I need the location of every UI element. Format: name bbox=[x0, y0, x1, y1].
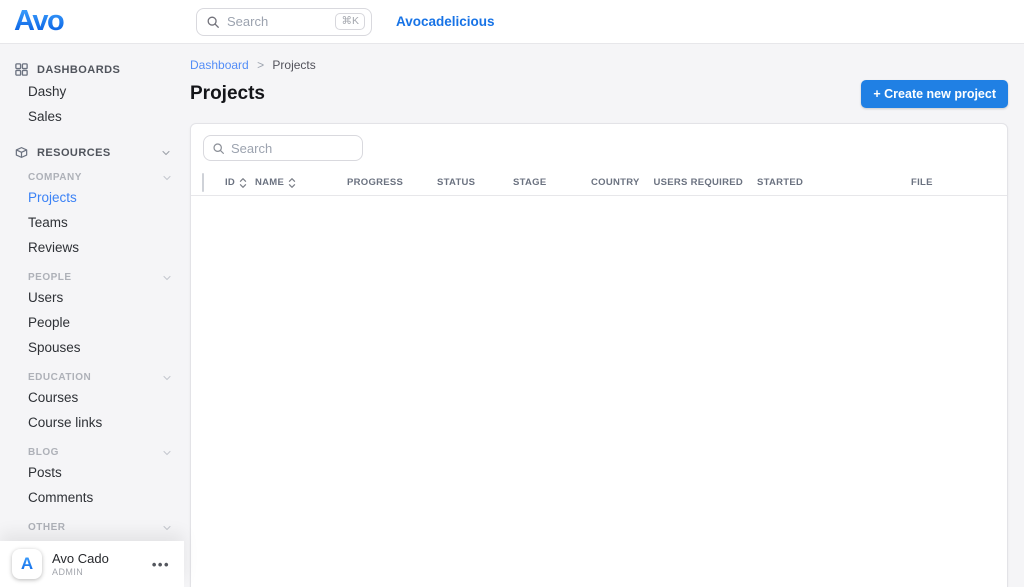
user-name: Avo Cado bbox=[52, 551, 109, 566]
sidebar-subsection-label: Other bbox=[28, 522, 66, 533]
table-search-placeholder: Search bbox=[231, 141, 272, 156]
column-header-progress: PROGRESS bbox=[347, 177, 437, 188]
top-bar: Avo Search ⌘K Avocadelicious bbox=[0, 0, 1024, 44]
sidebar-item-reviews[interactable]: Reviews bbox=[0, 235, 184, 260]
sidebar-nav: Dashboards DashySales Resources Company Proj… bbox=[0, 44, 184, 541]
create-new-project-button[interactable]: + Create new project bbox=[861, 80, 1008, 108]
sidebar-item-users[interactable]: Users bbox=[0, 285, 184, 310]
sidebar-item-projects[interactable]: Projects bbox=[0, 185, 184, 210]
breadcrumb-separator: > bbox=[257, 58, 264, 72]
column-header-stage: STAGE bbox=[513, 177, 591, 188]
avo-logo[interactable]: Avo bbox=[14, 7, 184, 36]
chevron-down-icon[interactable] bbox=[160, 147, 172, 159]
table-header-row: ID NAME PROGRESS STATUS STAGE COUNT bbox=[191, 170, 1007, 196]
sort-icon bbox=[287, 177, 297, 189]
sidebar-subsection-education[interactable]: Education bbox=[0, 372, 184, 383]
sidebar-subsection-label: People bbox=[28, 272, 72, 283]
global-search-input[interactable]: Search ⌘K bbox=[196, 8, 372, 36]
column-header-status: STATUS bbox=[437, 177, 513, 188]
table-search-input[interactable]: Search bbox=[203, 135, 363, 161]
chevron-down-icon[interactable] bbox=[161, 447, 172, 458]
user-role: ADMIN bbox=[52, 567, 109, 577]
sidebar-section-dashboards[interactable]: Dashboards bbox=[0, 62, 184, 77]
sidebar-item-sales[interactable]: Sales bbox=[0, 104, 184, 129]
column-header-name[interactable]: NAME bbox=[255, 177, 347, 189]
user-menu-icon[interactable]: ••• bbox=[152, 557, 170, 572]
sidebar-subsection-label: Education bbox=[28, 372, 91, 383]
sidebar-subsection-other[interactable]: Other bbox=[0, 522, 184, 533]
sidebar-subsection-company[interactable]: Company bbox=[0, 172, 184, 183]
breadcrumb-current: Projects bbox=[272, 58, 315, 72]
sidebar-item-teams[interactable]: Teams bbox=[0, 210, 184, 235]
breadcrumb-dashboard-link[interactable]: Dashboard bbox=[190, 58, 249, 72]
sidebar-subsection-label: Blog bbox=[28, 447, 59, 458]
select-all-checkbox[interactable] bbox=[202, 173, 204, 192]
avatar: A bbox=[12, 549, 42, 579]
main-content: Dashboard > Projects Projects + Create n… bbox=[184, 44, 1024, 587]
sidebar-subsection-blog[interactable]: Blog bbox=[0, 447, 184, 458]
user-meta: Avo Cado ADMIN bbox=[52, 551, 109, 577]
sidebar-item-courses[interactable]: Courses bbox=[0, 385, 184, 410]
sidebar-subsection-people[interactable]: People bbox=[0, 272, 184, 283]
sidebar-item-people[interactable]: People bbox=[0, 310, 184, 335]
box-icon bbox=[14, 145, 29, 160]
column-header-file: FILE bbox=[911, 177, 939, 188]
grid-icon bbox=[14, 62, 29, 77]
sidebar-section-label: Dashboards bbox=[37, 64, 120, 76]
sidebar-item-dashy[interactable]: Dashy bbox=[0, 79, 184, 104]
chevron-down-icon[interactable] bbox=[161, 372, 172, 383]
chevron-down-icon[interactable] bbox=[161, 272, 172, 283]
sort-icon bbox=[238, 177, 248, 189]
sidebar-item-posts[interactable]: Posts bbox=[0, 460, 184, 485]
sidebar-section-resources[interactable]: Resources bbox=[0, 145, 184, 160]
logo-box: Avo bbox=[0, 7, 184, 36]
sidebar-item-course-links[interactable]: Course links bbox=[0, 410, 184, 435]
sidebar-item-spouses[interactable]: Spouses bbox=[0, 335, 184, 360]
sidebar-section-label: Resources bbox=[37, 147, 111, 159]
user-card[interactable]: A Avo Cado ADMIN ••• bbox=[0, 541, 184, 587]
chevron-down-icon[interactable] bbox=[161, 522, 172, 533]
sidebar-item-comments[interactable]: Comments bbox=[0, 485, 184, 510]
projects-table-card: Search ID NAME P bbox=[190, 123, 1008, 587]
chevron-down-icon[interactable] bbox=[161, 172, 172, 183]
account-link[interactable]: Avocadelicious bbox=[396, 14, 495, 29]
page-title: Projects bbox=[190, 83, 265, 105]
breadcrumb: Dashboard > Projects bbox=[190, 58, 1008, 72]
keyboard-shortcut-badge: ⌘K bbox=[335, 13, 365, 30]
column-header-id[interactable]: ID bbox=[225, 177, 255, 189]
column-header-started: STARTED bbox=[757, 177, 911, 188]
global-search-placeholder: Search bbox=[227, 14, 335, 29]
sidebar-subsection-label: Company bbox=[28, 172, 82, 183]
search-icon bbox=[212, 142, 225, 155]
column-header-users-required: USERS REQUIRED bbox=[677, 177, 757, 188]
search-icon bbox=[206, 15, 220, 29]
sidebar: Dashboards DashySales Resources Company Proj… bbox=[0, 44, 184, 587]
